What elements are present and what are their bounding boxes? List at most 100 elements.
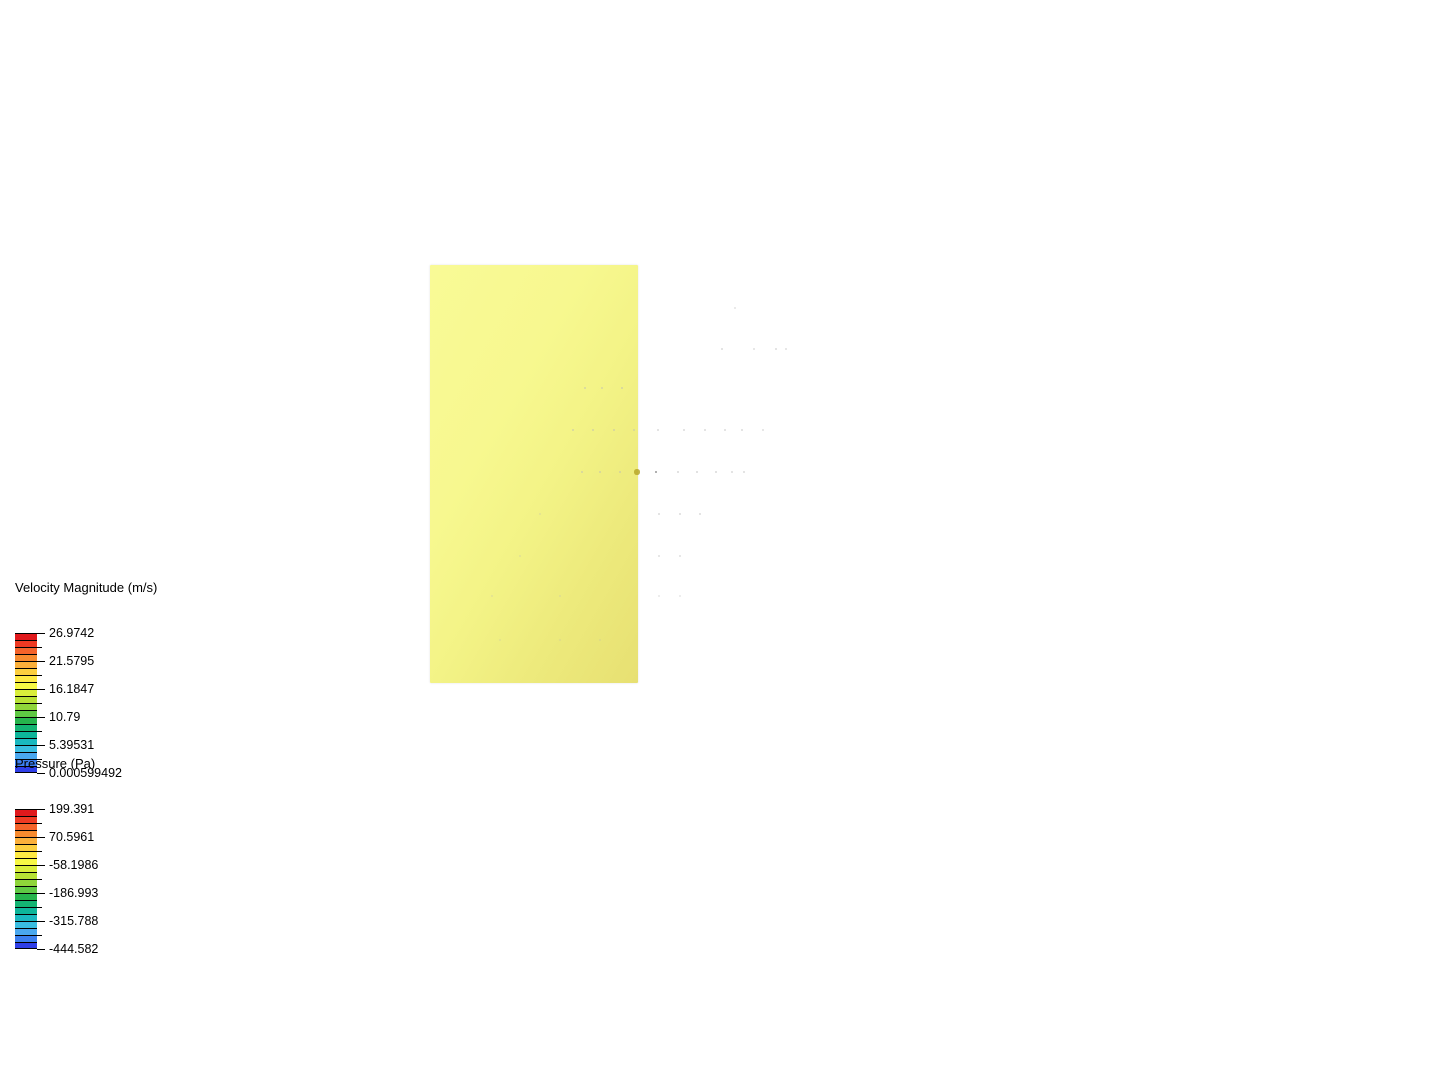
particle-dot bbox=[679, 513, 681, 515]
legend-tick-label: 26.9742 bbox=[49, 626, 94, 640]
legend-tick bbox=[37, 745, 45, 746]
particle-dot bbox=[592, 429, 594, 431]
legend-segment bbox=[15, 928, 37, 935]
legend-segment bbox=[15, 661, 37, 668]
particle-dot bbox=[499, 639, 501, 641]
legend-minor-tick bbox=[37, 907, 42, 908]
particle-dot bbox=[599, 639, 601, 641]
particle-dot bbox=[491, 595, 493, 597]
particle-dot bbox=[762, 429, 764, 431]
particle-dot bbox=[683, 429, 685, 431]
legend-pressure-bar: 199.39170.5961-58.1986-186.993-315.788-4… bbox=[15, 809, 237, 949]
legend-segment bbox=[15, 745, 37, 752]
particle-dot bbox=[715, 471, 717, 473]
legend-segment bbox=[15, 837, 37, 844]
particle-dot bbox=[743, 471, 745, 473]
legend-segment bbox=[15, 830, 37, 837]
legend-segment bbox=[15, 942, 37, 949]
particle-dot bbox=[724, 429, 726, 431]
particle-dot bbox=[741, 429, 743, 431]
particle-dot bbox=[679, 595, 681, 597]
legend-tick-label: -315.788 bbox=[49, 914, 98, 928]
legend-velocity-bar: 26.974221.579516.184710.795.395310.00059… bbox=[15, 633, 237, 773]
legend-segment bbox=[15, 886, 37, 893]
particle-dot bbox=[657, 429, 659, 431]
legend-segment bbox=[15, 689, 37, 696]
legend-tick-label: 70.5961 bbox=[49, 830, 94, 844]
legend-segment bbox=[15, 696, 37, 703]
legend-tick bbox=[37, 661, 45, 662]
particle-dot bbox=[581, 471, 583, 473]
legend-segment bbox=[15, 668, 37, 675]
legend-tick bbox=[37, 809, 45, 810]
legend-segment bbox=[15, 893, 37, 900]
legend-segment bbox=[15, 872, 37, 879]
legend-segment bbox=[15, 724, 37, 731]
legend-segment bbox=[15, 633, 37, 640]
legend-segment bbox=[15, 858, 37, 865]
legend-segment bbox=[15, 654, 37, 661]
legend-tick-label: -58.1986 bbox=[49, 858, 98, 872]
particle-dot bbox=[655, 471, 658, 474]
particle-dot bbox=[785, 348, 787, 350]
particle-dot bbox=[731, 471, 733, 473]
particle-dot bbox=[721, 348, 723, 350]
legend-segment bbox=[15, 907, 37, 914]
legend-segment bbox=[15, 844, 37, 851]
legend-segment bbox=[15, 879, 37, 886]
scalar-field bbox=[430, 265, 638, 683]
legend-segment bbox=[15, 703, 37, 710]
particle-dot bbox=[572, 429, 574, 431]
particle-dot bbox=[775, 348, 777, 350]
particle-dot bbox=[699, 513, 701, 515]
legend-tick-label: -444.582 bbox=[49, 942, 98, 956]
visualization-stage: Velocity Magnitude (m/s) 26.9742 21.5795 1… bbox=[0, 0, 1440, 1080]
legend-tick bbox=[37, 633, 45, 634]
particle-dot bbox=[559, 595, 561, 597]
particle-dot bbox=[753, 348, 755, 350]
legend-segment bbox=[15, 921, 37, 928]
legend-segment bbox=[15, 816, 37, 823]
legend-minor-tick bbox=[37, 851, 42, 852]
legend-minor-tick bbox=[37, 731, 42, 732]
particle-dot bbox=[519, 555, 521, 557]
legend-tick-label: 16.1847 bbox=[49, 682, 94, 696]
legend-segment bbox=[15, 640, 37, 647]
particle-dot bbox=[734, 307, 736, 309]
legend-tick-label: 5.39531 bbox=[49, 738, 94, 752]
legend-minor-tick bbox=[37, 675, 42, 676]
legend-tick-label: 21.5795 bbox=[49, 654, 94, 668]
particle-dot bbox=[696, 471, 698, 473]
legend-minor-tick bbox=[37, 823, 42, 824]
legend-tick bbox=[37, 717, 45, 718]
legend-segment bbox=[15, 731, 37, 738]
particle-dot bbox=[601, 387, 603, 389]
legend-minor-tick bbox=[37, 879, 42, 880]
legend-segment bbox=[15, 865, 37, 872]
particle-dot bbox=[539, 513, 541, 515]
legend-tick-label: -186.993 bbox=[49, 886, 98, 900]
legend-tick bbox=[37, 921, 45, 922]
particle-dot bbox=[658, 513, 660, 515]
particle-dot bbox=[679, 555, 681, 557]
particle-dot bbox=[658, 595, 660, 597]
legend-tick-label: 10.79 bbox=[49, 710, 80, 724]
legend-segment bbox=[15, 935, 37, 942]
legend-tick-label: 199.391 bbox=[49, 802, 94, 816]
legend-segment bbox=[15, 809, 37, 816]
legend-minor-tick bbox=[37, 703, 42, 704]
legend-tick bbox=[37, 949, 45, 950]
legend-minor-tick bbox=[37, 647, 42, 648]
legend-tick bbox=[37, 837, 45, 838]
legend-segment bbox=[15, 900, 37, 907]
legend-velocity-title: Velocity Magnitude (m/s) bbox=[15, 580, 237, 595]
legend-tick bbox=[37, 689, 45, 690]
particle-dot bbox=[559, 639, 561, 641]
legend-velocity: Velocity Magnitude (m/s) 26.9742 21.5795 1… bbox=[15, 580, 237, 745]
legend-tick bbox=[37, 865, 45, 866]
particle-dot bbox=[613, 429, 615, 431]
particle-dot bbox=[704, 429, 706, 431]
particle-dot bbox=[658, 555, 660, 557]
legend-tick bbox=[37, 893, 45, 894]
legend-segment bbox=[15, 675, 37, 682]
